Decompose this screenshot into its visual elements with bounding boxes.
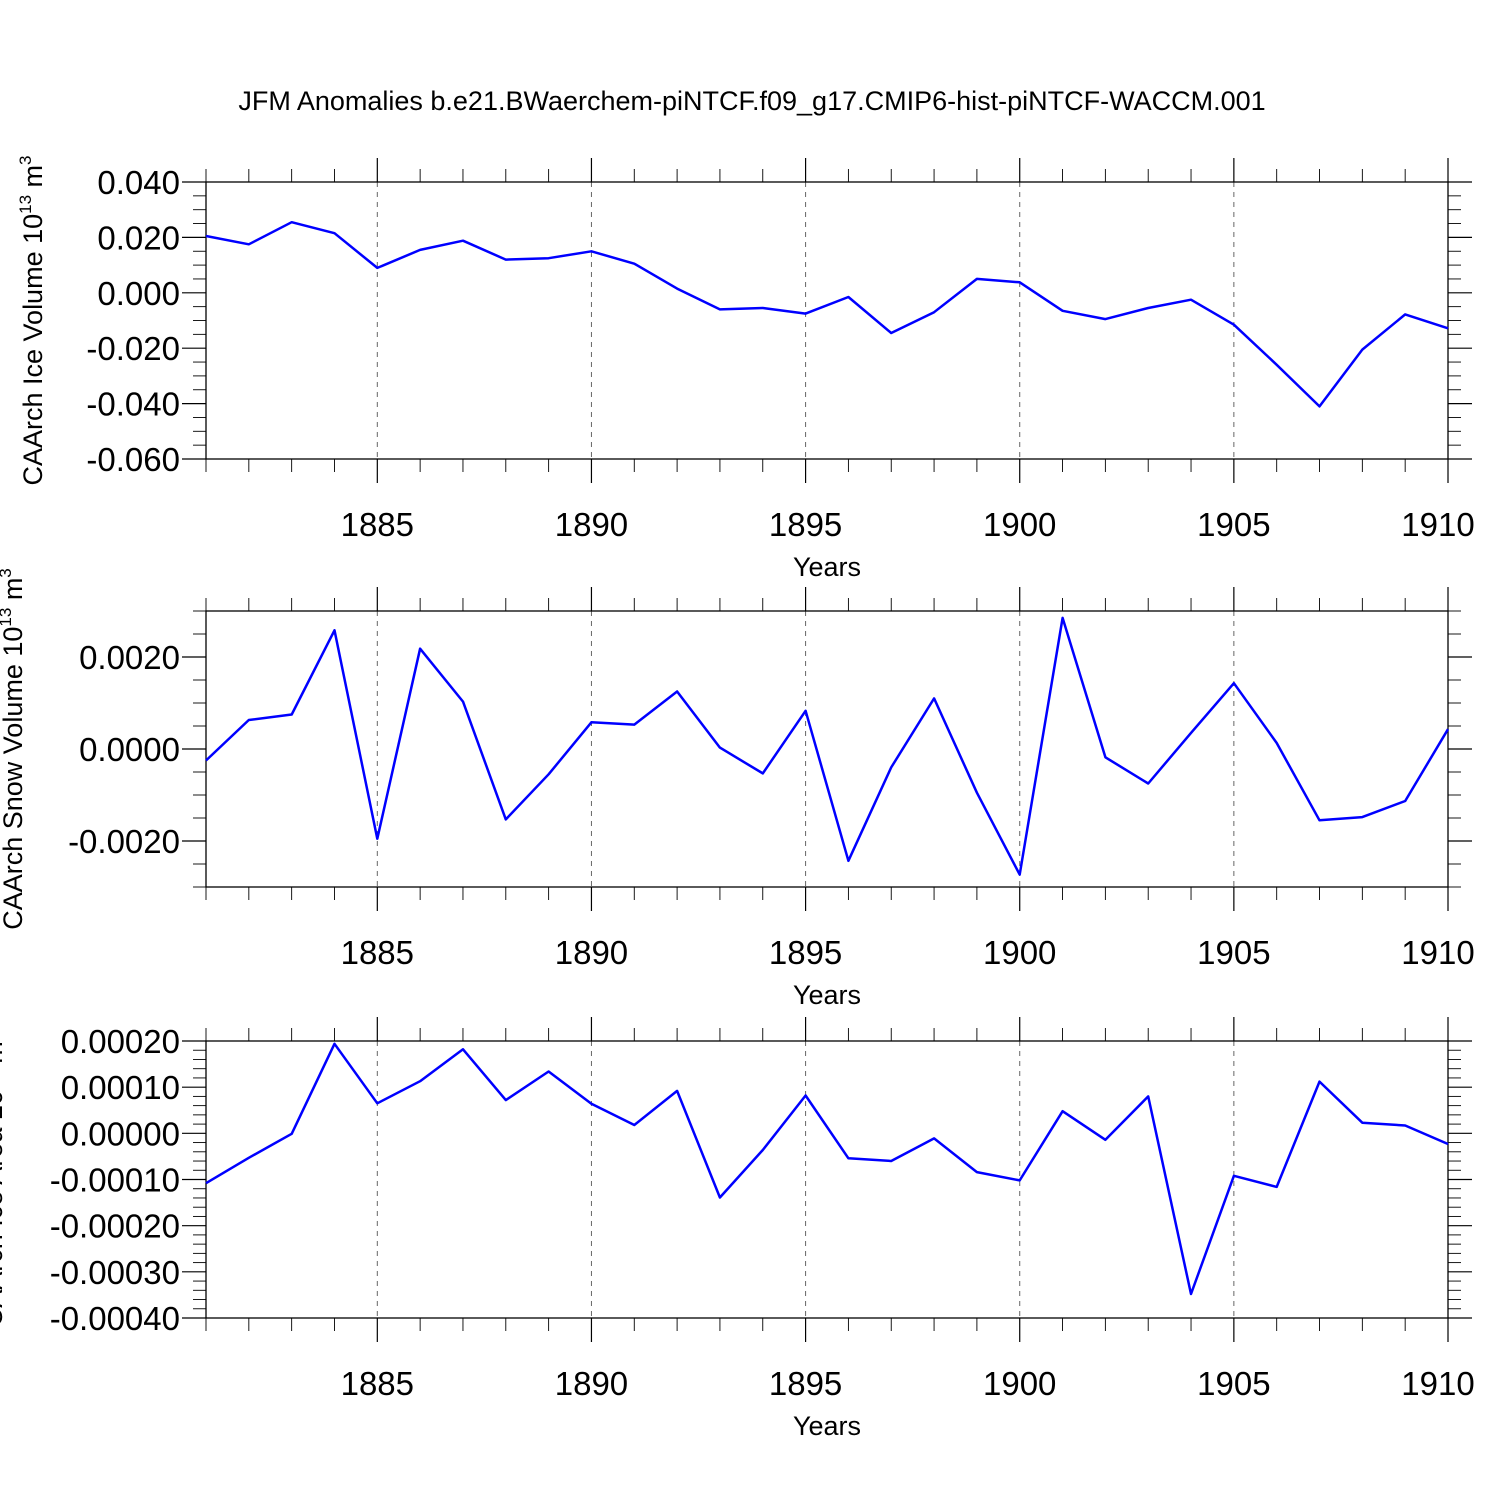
x-tick-label: 1895 bbox=[769, 506, 842, 543]
y-tick-label: 0.00000 bbox=[61, 1115, 180, 1152]
x-tick-label: 1910 bbox=[1401, 934, 1474, 971]
x-tick-label: 1905 bbox=[1197, 934, 1270, 971]
plot-frame bbox=[205, 1040, 1449, 1319]
y-tick-label: -0.00020 bbox=[50, 1208, 180, 1245]
x-tick-label: 1900 bbox=[983, 1365, 1056, 1402]
y-tick-label: -0.020 bbox=[86, 330, 180, 367]
x-tick-label: 1885 bbox=[341, 506, 414, 543]
plot-frame bbox=[205, 610, 1449, 888]
y-tick-label: 0.0000 bbox=[79, 731, 180, 768]
y-tick-label: -0.040 bbox=[86, 386, 180, 423]
y-tick-label: 0.00010 bbox=[61, 1069, 180, 1106]
panel-2: -0.0020 0.0000 0.0020 1885 1890 1895 1900 1905 1… bbox=[0, 568, 1475, 1010]
x-tick-label: 1895 bbox=[769, 934, 842, 971]
x-tick-label: 1890 bbox=[555, 506, 628, 543]
x-tick-label: 1890 bbox=[555, 934, 628, 971]
x-axis-title: Years bbox=[793, 1411, 861, 1441]
x-axis-title: Years bbox=[793, 552, 861, 582]
y-tick-label: -0.00010 bbox=[50, 1162, 180, 1199]
y-tick-label: 0.00020 bbox=[61, 1023, 180, 1060]
x-tick-label: 1890 bbox=[555, 1365, 628, 1402]
panel-3: -0.00040 -0.00030 -0.00020 -0.00010 0.00000 0… bbox=[0, 1017, 1475, 1441]
x-tick-label: 1895 bbox=[769, 1365, 842, 1402]
y-tick-label: 0.020 bbox=[97, 219, 180, 256]
y-tick-label: 0.040 bbox=[97, 164, 180, 201]
x-tick-label: 1905 bbox=[1197, 1365, 1270, 1402]
panel-1: -0.060 -0.040 -0.020 0.000 0.020 0.040 1885 189… bbox=[16, 155, 1475, 582]
series-line-3 bbox=[205, 1042, 1449, 1296]
x-tick-label: 1905 bbox=[1197, 506, 1270, 543]
y-axis-title: CAArch Snow Volume 1013 m3 bbox=[0, 568, 28, 930]
x-tick-label: 1910 bbox=[1401, 1365, 1474, 1402]
series-line-1 bbox=[205, 220, 1449, 408]
y-tick-label: 0.000 bbox=[97, 275, 180, 312]
x-tick-label: 1885 bbox=[341, 934, 414, 971]
series-line-2 bbox=[205, 616, 1450, 876]
y-tick-label: -0.060 bbox=[86, 441, 180, 478]
x-tick-label: 1885 bbox=[341, 1365, 414, 1402]
x-tick-label: 1910 bbox=[1401, 506, 1474, 543]
y-tick-label: 0.0020 bbox=[79, 639, 180, 676]
x-tick-label: 1900 bbox=[983, 934, 1056, 971]
x-axis-title: Years bbox=[793, 980, 861, 1010]
y-axis-title: CAArch Ice Area 1013 m2 bbox=[0, 1032, 8, 1328]
chart-title: JFM Anomalies b.e21.BWaerchem-piNTCF.f09… bbox=[238, 86, 1265, 116]
x-tick-label: 1900 bbox=[983, 506, 1056, 543]
y-tick-label: -0.00040 bbox=[50, 1300, 180, 1337]
y-tick-label: -0.00030 bbox=[50, 1254, 180, 1291]
plot-frame bbox=[205, 181, 1449, 460]
y-axis-title: CAArch Ice Volume 1013 m3 bbox=[16, 155, 48, 485]
y-tick-label: -0.0020 bbox=[68, 823, 180, 860]
